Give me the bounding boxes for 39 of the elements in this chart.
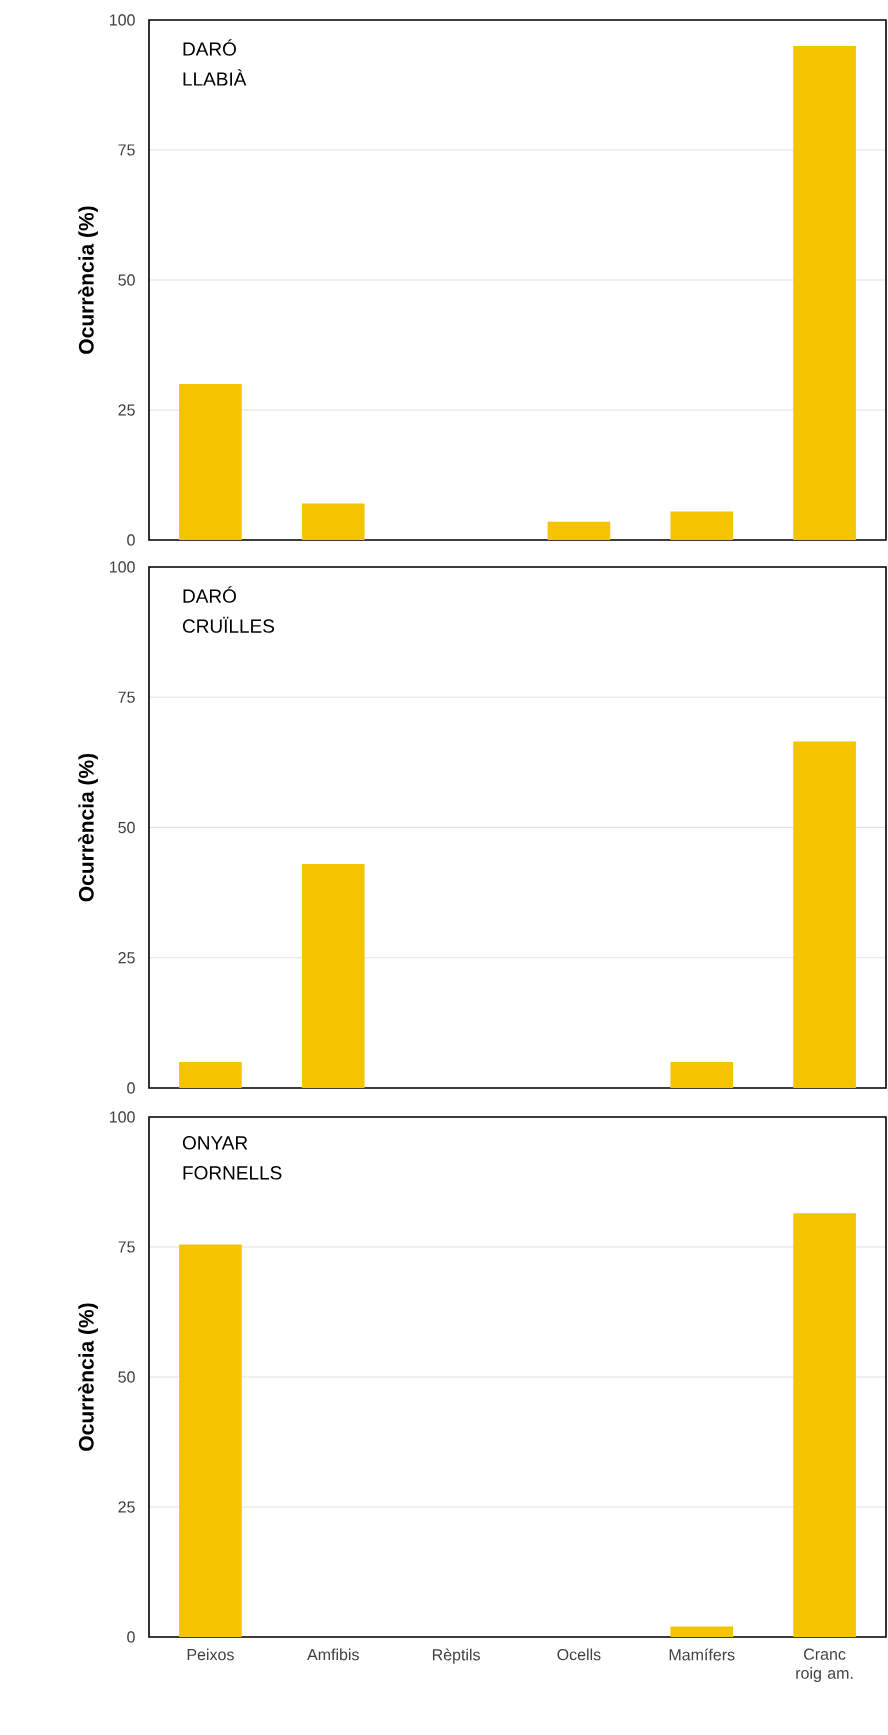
y-tick-label: 75 [118, 1241, 135, 1253]
y-tick-label: 50 [118, 821, 135, 834]
y-tick-label: 100 [109, 1111, 135, 1123]
bar [301, 503, 365, 540]
bar [793, 45, 856, 540]
y-tick-label: 75 [118, 144, 135, 156]
x-tick-label: Rèptils [432, 1648, 480, 1664]
y-axis-title: Ocurrència (%) [78, 1303, 98, 1451]
y-tick-label: 0 [127, 1631, 135, 1643]
bar [670, 1061, 734, 1088]
bar [547, 521, 611, 540]
bar [179, 1061, 242, 1088]
bar [179, 1244, 242, 1637]
text: DARÓ CRUÏLLES [182, 586, 275, 633]
y-tick-label: 75 [118, 691, 135, 703]
bar [670, 511, 734, 540]
bar [793, 1213, 856, 1637]
y-tick-label: 25 [118, 1501, 135, 1513]
bar [793, 741, 856, 1088]
y-tick-label: 0 [127, 1082, 135, 1094]
y-axis-title: Ocurrència (%) [78, 753, 98, 902]
x-tick-label: Peixos [187, 1648, 234, 1661]
x-tick-label: Cranc roig am. [796, 1648, 853, 1683]
y-tick-label: 0 [127, 534, 135, 546]
y-tick-label: 25 [118, 952, 135, 964]
y-tick-label: 100 [109, 14, 135, 26]
text: DARÓ LLABIÀ [183, 39, 247, 86]
bar [179, 383, 242, 540]
x-tick-label: Ocells [557, 1648, 601, 1661]
y-tick-label: 50 [118, 274, 135, 286]
text: ONYAR FORNELLS [182, 1136, 282, 1180]
x-tick-label: Mamífers [669, 1648, 735, 1661]
y-tick-label: 100 [109, 561, 135, 573]
bar [301, 863, 365, 1088]
y-tick-label: 25 [118, 404, 135, 416]
x-tick-label: Amfibis [307, 1648, 359, 1661]
y-axis-title: Ocurrència (%) [78, 206, 98, 354]
bar [670, 1626, 734, 1637]
y-tick-label: 50 [118, 1371, 135, 1383]
